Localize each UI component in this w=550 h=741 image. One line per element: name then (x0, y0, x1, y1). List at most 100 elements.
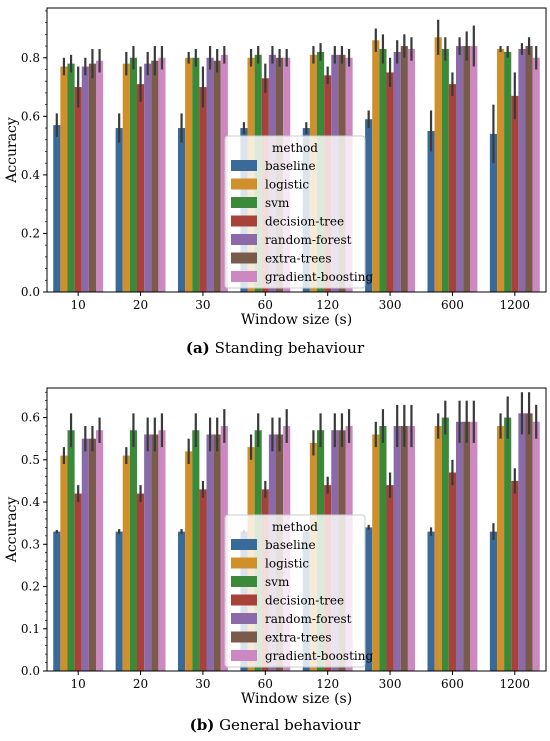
y-tick-label: 0.1 (21, 622, 40, 636)
bar-gradient-boosting-600 (470, 421, 478, 671)
bar-random-forest-10 (81, 438, 89, 671)
legend-label-decision-tree: decision-tree (265, 215, 344, 229)
y-tick-label: 0.8 (21, 51, 40, 65)
x-tick-label-300: 300 (379, 298, 402, 312)
bar-extra-trees-20 (151, 434, 159, 671)
legend: method baseline logistic svm decision-tree ra… (224, 135, 373, 289)
bar-extra-trees-30 (213, 60, 221, 292)
bar-decision-tree-30 (199, 87, 207, 292)
bar-logistic-20 (122, 63, 130, 293)
bar-svm-20 (129, 430, 137, 671)
x-tick-label-60: 60 (258, 298, 273, 312)
x-axis-label: Window size (s) (241, 691, 352, 707)
legend-title: method (272, 520, 318, 534)
bar-baseline-1200 (489, 531, 497, 671)
bar-logistic-10 (60, 455, 68, 671)
legend-swatch-decision-tree (231, 215, 257, 227)
legend-label-gradient-boosting: gradient-boosting (265, 649, 373, 663)
standing-behaviour-chart: 0.0 0.2 0.4 0.6 0.8 10 20 30 60 120 300 600 1200 Wind… (4, 7, 547, 328)
bar-svm-10 (67, 430, 75, 671)
bar-decision-tree-1200 (511, 480, 519, 671)
x-tick-label-120: 120 (316, 298, 339, 312)
bar-svm-600 (441, 48, 449, 293)
bar-random-forest-30 (206, 57, 214, 293)
legend-label-extra-trees: extra-trees (265, 631, 332, 645)
legend-label-logistic: logistic (265, 178, 309, 192)
caption-a-text: Standing behaviour (214, 339, 365, 357)
bar-svm-1200 (504, 51, 512, 292)
bar-svm-600 (441, 417, 449, 671)
caption-a-label: (a) (185, 339, 210, 357)
bar-random-forest-1200 (518, 48, 526, 293)
y-tick-label: 0.0 (21, 285, 40, 299)
y-tick-label: 0.0 (21, 664, 40, 678)
bar-logistic-20 (122, 455, 130, 671)
legend-box (224, 514, 366, 668)
bar-logistic-30 (185, 451, 193, 671)
x-tick-label-30: 30 (195, 677, 210, 691)
legend-swatch-extra-trees (231, 252, 257, 264)
general-behaviour-chart: 0.0 0.1 0.2 0.3 0.4 0.5 0.6 10 20 30 60 120 300 600 12… (4, 387, 547, 707)
bar-extra-trees-1200 (525, 46, 533, 292)
bar-decision-tree-300 (386, 485, 394, 671)
legend-label-svm: svm (265, 575, 290, 589)
y-tick-label: 0.4 (21, 168, 40, 182)
bar-random-forest-20 (144, 63, 152, 293)
x-tick-label-300: 300 (379, 677, 402, 691)
bar-random-forest-600 (456, 421, 464, 671)
bar-logistic-30 (185, 57, 193, 293)
legend: method baseline logistic svm decision-tree ra… (224, 514, 373, 668)
bar-baseline-1200 (489, 133, 497, 292)
bar-svm-20 (129, 57, 137, 293)
bar-decision-tree-30 (199, 489, 207, 671)
bar-baseline-20 (115, 128, 123, 292)
bar-extra-trees-1200 (525, 413, 533, 671)
bar-baseline-300 (365, 527, 373, 671)
legend-swatch-baseline (231, 539, 257, 550)
x-tick-label-10: 10 (71, 677, 86, 691)
bar-gradient-boosting-300 (407, 426, 416, 671)
bar-baseline-20 (115, 531, 123, 671)
x-tick-label-1200: 1200 (500, 298, 531, 312)
bar-decision-tree-20 (136, 84, 145, 292)
caption-a: (a) Standing behaviour (0, 339, 550, 357)
x-axis-label: Window size (s) (241, 312, 352, 328)
bar-extra-trees-20 (151, 60, 159, 292)
bar-logistic-600 (434, 426, 442, 671)
y-axis-label: Accuracy (4, 117, 20, 184)
x-tick-label-20: 20 (133, 298, 148, 312)
legend-label-svm: svm (265, 196, 290, 210)
bar-logistic-1200 (496, 48, 505, 293)
bar-decision-tree-10 (74, 87, 82, 292)
bar-gradient-boosting-1200 (532, 57, 540, 293)
bar-logistic-1200 (496, 426, 505, 671)
x-tick-label-20: 20 (133, 677, 148, 691)
bar-logistic-300 (372, 40, 380, 293)
bar-baseline-600 (427, 531, 435, 671)
bar-random-forest-300 (393, 51, 401, 292)
bar-gradient-boosting-20 (158, 430, 166, 671)
bar-svm-1200 (504, 417, 512, 671)
bar-gradient-boosting-30 (220, 426, 228, 671)
bar-gradient-boosting-20 (158, 57, 166, 293)
legend-label-random-forest: random-forest (265, 612, 352, 626)
y-tick-label: 0.2 (21, 580, 40, 594)
bar-extra-trees-300 (400, 426, 408, 671)
axes-frame (46, 7, 547, 293)
y-tick-label: 0.2 (21, 226, 40, 240)
legend-swatch-gradient-boosting (231, 650, 257, 661)
bar-svm-30 (192, 57, 200, 293)
bar-gradient-boosting-1200 (532, 421, 540, 671)
bar-random-forest-600 (456, 46, 464, 292)
bar-extra-trees-300 (400, 46, 408, 292)
bar-extra-trees-10 (88, 438, 97, 671)
bar-decision-tree-1200 (511, 95, 519, 292)
bar-decision-tree-600 (448, 84, 457, 292)
legend-swatch-decision-tree (231, 594, 257, 606)
x-tick-label-60: 60 (258, 677, 273, 691)
legend-swatch-gradient-boosting (231, 271, 257, 282)
bar-baseline-10 (53, 531, 61, 671)
bar-svm-10 (67, 63, 75, 293)
bar-random-forest-300 (393, 426, 401, 671)
legend-swatch-random-forest (231, 234, 257, 245)
